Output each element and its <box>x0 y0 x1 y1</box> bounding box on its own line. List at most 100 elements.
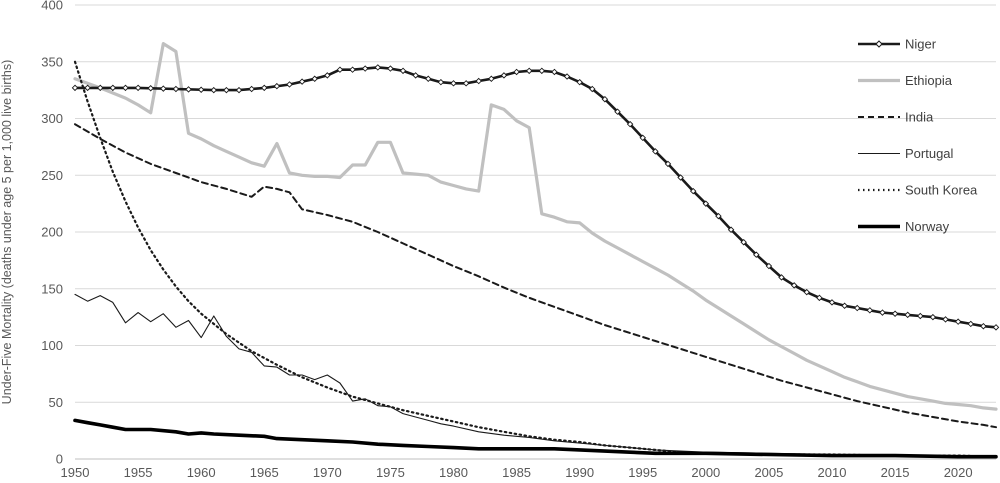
niger-marker <box>689 187 697 195</box>
niger-marker <box>853 304 861 312</box>
niger-marker <box>753 251 760 258</box>
y-tick-label: 200 <box>41 225 63 240</box>
niger-marker <box>71 84 79 92</box>
x-tick-label: 1985 <box>502 465 531 480</box>
x-tick-label: 1950 <box>61 465 90 480</box>
series-norway <box>73 418 998 459</box>
niger-marker <box>185 86 192 93</box>
niger-marker <box>525 67 533 75</box>
niger-marker <box>778 274 785 281</box>
legend: Niger Ethiopia India Portugal South Korea Nor… <box>858 37 978 234</box>
niger-marker <box>626 120 634 128</box>
legend-item-india: India <box>858 110 934 125</box>
y-axis-label: Under-Five Mortality (deaths under age 5… <box>0 60 14 405</box>
niger-marker <box>324 72 331 79</box>
niger-marker <box>677 174 684 181</box>
niger-marker <box>879 309 886 316</box>
series-niger <box>71 64 1000 331</box>
niger-marker <box>942 316 949 323</box>
niger-marker <box>727 226 735 233</box>
niger-marker <box>160 85 167 92</box>
series-line-portugal <box>74 293 997 457</box>
niger-marker <box>551 68 558 76</box>
y-tick-label: 100 <box>41 338 63 353</box>
niger-marker <box>904 311 911 319</box>
x-tick-label: 2005 <box>754 465 783 480</box>
niger-marker <box>954 318 962 325</box>
x-tick-label: 2015 <box>881 465 910 480</box>
niger-marker <box>462 80 470 87</box>
niger-marker <box>197 86 205 93</box>
legend-label: South Korea <box>905 183 978 198</box>
niger-marker <box>639 134 646 142</box>
niger-marker <box>261 84 268 92</box>
y-tick-label: 0 <box>56 452 63 467</box>
x-tick-label: 1955 <box>124 465 153 480</box>
niger-marker <box>488 75 495 83</box>
legend-item-norway: Norway <box>858 219 950 234</box>
niger-marker <box>96 84 104 92</box>
gridlines <box>75 4 996 403</box>
x-tick-label: 1975 <box>376 465 405 480</box>
legend-label: Portugal <box>905 146 954 161</box>
x-tick-label: 2010 <box>818 465 847 480</box>
x-tick-label: 2020 <box>944 465 973 480</box>
legend-item-portugal: Portugal <box>858 146 954 161</box>
niger-marker <box>147 84 154 92</box>
niger-marker <box>765 262 773 270</box>
niger-marker <box>601 95 609 103</box>
niger-marker <box>841 302 848 310</box>
niger-marker <box>210 86 218 94</box>
niger-marker <box>248 85 255 93</box>
niger-marker <box>84 84 91 92</box>
niger-marker <box>917 312 924 320</box>
x-tick-label: 1995 <box>628 465 657 480</box>
niger-marker <box>664 160 672 168</box>
niger-marker <box>273 82 281 90</box>
niger-marker <box>513 68 520 76</box>
niger-marker <box>589 85 596 93</box>
niger-marker <box>475 77 482 85</box>
niger-marker <box>412 72 419 79</box>
niger-marker <box>803 288 810 296</box>
niger-marker <box>828 299 836 306</box>
niger-marker <box>223 86 230 94</box>
niger-marker <box>349 66 356 73</box>
y-tick-label: 350 <box>41 54 63 69</box>
niger-marker <box>702 200 710 207</box>
niger-marker <box>967 320 975 328</box>
legend-label: India <box>905 110 934 125</box>
x-tick-label: 1970 <box>313 465 342 480</box>
niger-marker <box>450 80 457 87</box>
legend-item-ethiopia: Ethiopia <box>858 73 953 88</box>
x-tick-label: 1980 <box>439 465 468 480</box>
niger-marker <box>816 294 823 302</box>
niger-marker <box>614 108 621 115</box>
niger-marker <box>992 324 1000 331</box>
series-line-india <box>74 123 997 429</box>
x-tick-label: 1990 <box>565 465 594 480</box>
y-axis: 0 50 100 150 200 250 300 350 400 <box>41 0 63 467</box>
legend-item-south-korea: South Korea <box>858 183 978 198</box>
y-tick-label: 250 <box>41 168 63 183</box>
niger-marker <box>576 78 583 86</box>
niger-marker <box>311 75 318 83</box>
series-south-korea <box>73 60 998 458</box>
niger-marker <box>134 84 142 92</box>
series-portugal <box>74 293 997 457</box>
legend-label: Niger <box>905 37 937 52</box>
series-line-norway <box>73 418 998 459</box>
niger-marker <box>891 310 899 317</box>
niger-marker <box>500 72 508 79</box>
niger-marker <box>336 66 344 73</box>
x-tick-label: 1960 <box>187 465 216 480</box>
niger-marker <box>425 75 432 83</box>
niger-marker <box>374 64 382 71</box>
niger-marker <box>929 313 937 321</box>
legend-label: Norway <box>905 219 950 234</box>
niger-marker <box>980 322 987 330</box>
niger-marker <box>387 65 394 72</box>
legend-label: Ethiopia <box>905 73 953 88</box>
niger-marker <box>361 65 369 72</box>
